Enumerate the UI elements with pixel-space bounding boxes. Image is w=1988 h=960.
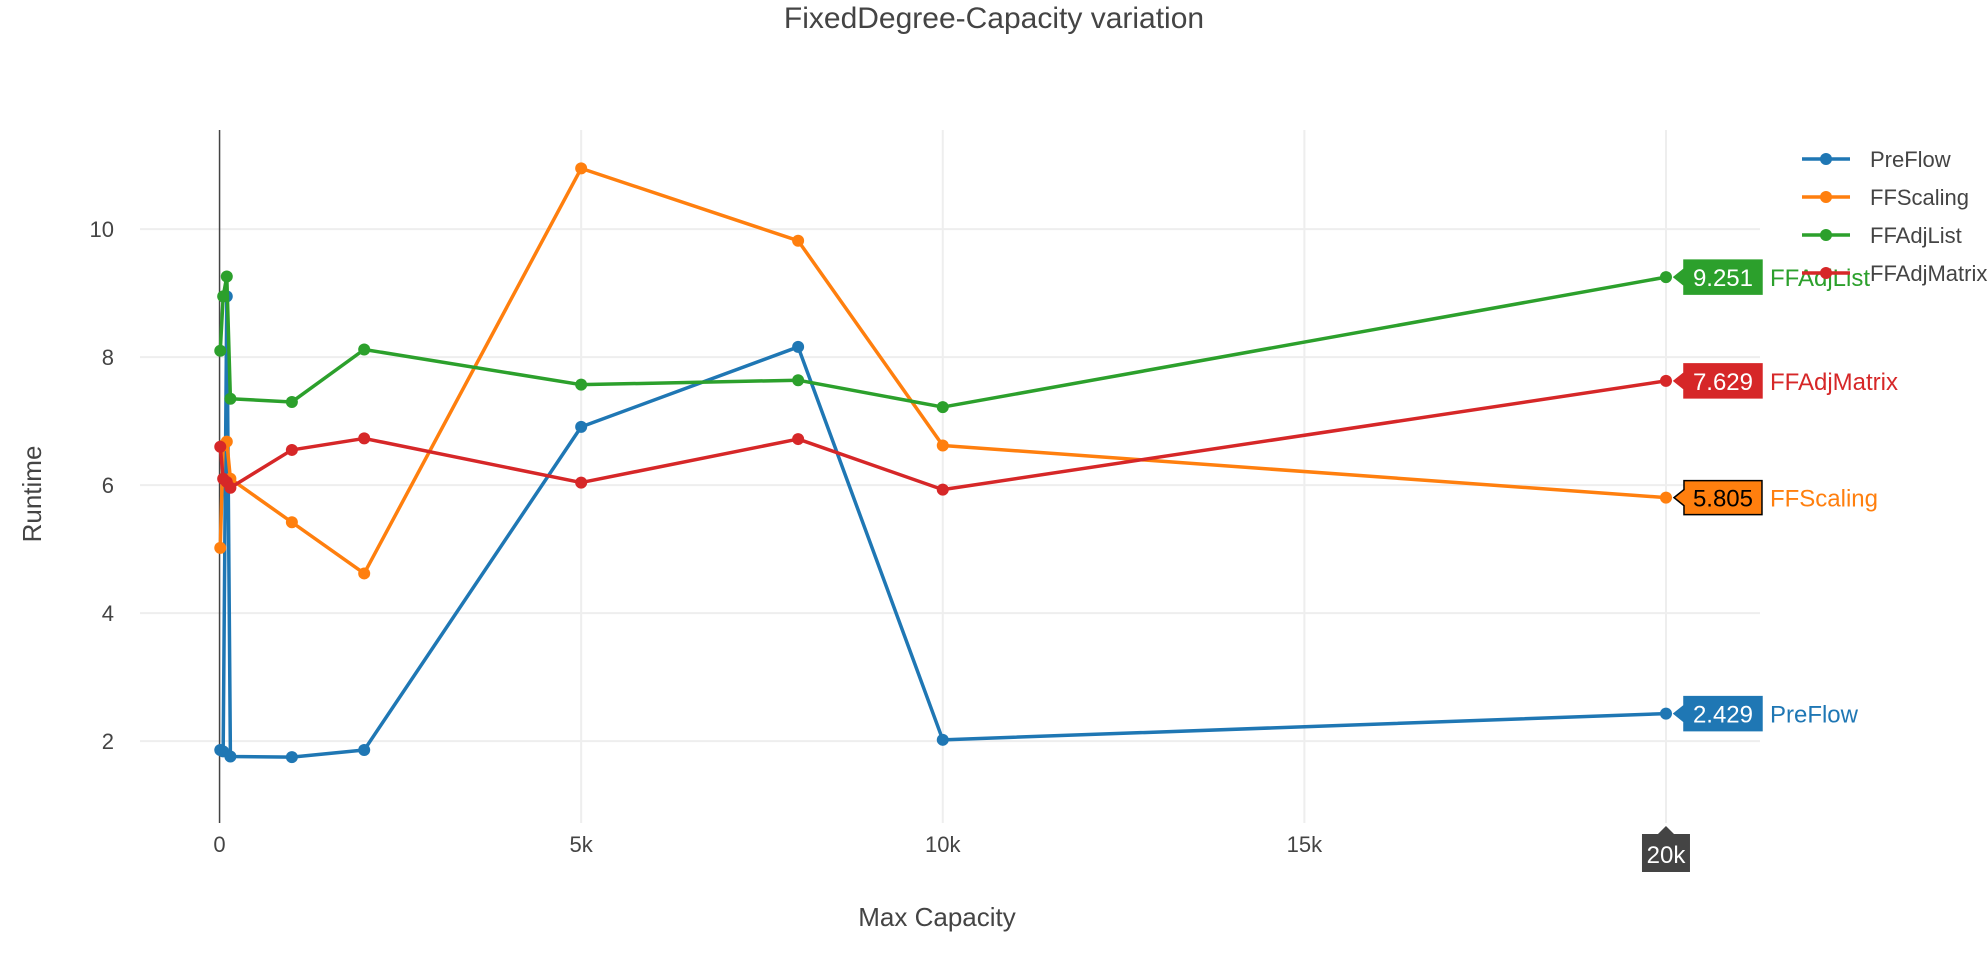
y-tick-label-4: 10 — [90, 217, 114, 242]
data-point-preflow[interactable] — [285, 751, 298, 764]
data-point-ffadjlist[interactable] — [792, 374, 805, 387]
legend-item-ffadjmatrix[interactable]: FFAdjMatrix — [1802, 261, 1987, 286]
hover-box-ffscaling — [1672, 479, 1763, 516]
hover-value-ffscaling: 5.805 — [1693, 486, 1753, 513]
data-point-ffadjlist[interactable] — [224, 392, 237, 405]
data-point-preflow[interactable] — [936, 733, 949, 746]
data-point-ffadjmatrix[interactable] — [224, 481, 237, 494]
data-point-ffscaling[interactable] — [285, 516, 298, 529]
legend-item-ffscaling[interactable]: FFScaling — [1802, 185, 1969, 210]
data-point-ffadjlist[interactable] — [214, 344, 227, 357]
data-point-ffscaling[interactable] — [575, 162, 588, 175]
data-point-ffadjmatrix[interactable] — [792, 433, 805, 446]
legend-label-ffscaling: FFScaling — [1870, 185, 1969, 210]
y-axis-title: Runtime — [17, 446, 47, 543]
data-point-ffadjlist[interactable] — [285, 395, 298, 408]
hover-name-ffscaling: FFScaling — [1770, 486, 1878, 513]
data-point-ffscaling[interactable] — [936, 439, 949, 452]
data-point-preflow[interactable] — [1659, 707, 1672, 720]
axis-ticks: 2 4 6 8 10 0 5k 10k 15k — [90, 217, 1324, 857]
hover-label-ffadjmatrix: 7.629 FFAdjMatrix — [1672, 363, 1898, 399]
data-point-ffadjlist[interactable] — [217, 290, 230, 303]
data-point-ffadjmatrix[interactable] — [358, 432, 371, 445]
hover-value-ffadjlist: 9.251 — [1693, 265, 1753, 292]
data-point-preflow[interactable] — [792, 340, 805, 353]
x-tick-label-2: 10k — [925, 832, 961, 857]
legend-marker-ffadjlist — [1820, 229, 1832, 241]
hover-label-ffadjlist: 9.251 FFAdjList — [1672, 259, 1870, 295]
hover-name-ffadjmatrix: FFAdjMatrix — [1770, 369, 1898, 396]
data-point-preflow[interactable] — [358, 744, 371, 757]
legend-label-preflow: PreFlow — [1870, 147, 1951, 172]
data-point-ffadjmatrix[interactable] — [936, 483, 949, 496]
plot-area — [214, 162, 1672, 764]
hover-x-box — [1641, 826, 1690, 872]
x-tick-label-0: 0 — [213, 832, 225, 857]
legend-marker-preflow — [1820, 153, 1832, 165]
data-point-ffadjlist[interactable] — [1659, 271, 1672, 284]
series-line-ffadjlist — [218, 274, 1667, 409]
hover-label-preflow: 2.429 PreFlow — [1672, 695, 1859, 732]
legend[interactable]: PreFlow FFScaling FFAdjList FFAdjMatrix — [1802, 147, 1987, 286]
y-tick-label-3: 8 — [102, 345, 114, 370]
data-point-ffscaling[interactable] — [214, 541, 227, 554]
legend-marker-ffadjmatrix — [1820, 267, 1832, 279]
legend-item-ffadjlist[interactable]: FFAdjList — [1802, 223, 1962, 248]
hover-label-ffscaling: 5.805 FFScaling — [1672, 479, 1878, 516]
data-point-ffadjlist[interactable] — [936, 401, 949, 414]
data-point-preflow[interactable] — [224, 750, 237, 763]
hover-value-ffadjmatrix: 7.629 — [1693, 369, 1753, 396]
data-point-ffscaling[interactable] — [1659, 491, 1672, 504]
hover-value-preflow: 2.429 — [1693, 702, 1753, 729]
hover-name-ffadjlist: FFAdjList — [1770, 265, 1870, 292]
legend-label-ffadjlist: FFAdjList — [1870, 223, 1962, 248]
hover-box-ffadjmatrix — [1672, 363, 1763, 399]
data-point-ffadjmatrix[interactable] — [285, 443, 298, 456]
data-point-ffadjmatrix[interactable] — [1659, 374, 1672, 387]
x-tick-label-3: 15k — [1287, 832, 1323, 857]
x-axis-title: Max Capacity — [858, 902, 1016, 932]
data-point-preflow[interactable] — [575, 420, 588, 433]
hover-name-preflow: PreFlow — [1770, 702, 1859, 729]
hover-box-ffadjlist — [1672, 259, 1763, 295]
data-point-ffadjmatrix[interactable] — [214, 440, 227, 453]
y-tick-label-1: 4 — [102, 601, 114, 626]
chart-title: FixedDegree-Capacity variation — [784, 2, 1204, 35]
hover-labels: 2.429 PreFlow 5.805 FFScaling 9.251 FFAdjList… — [1641, 259, 1898, 872]
legend-label-ffadjmatrix: FFAdjMatrix — [1870, 261, 1987, 286]
legend-item-preflow[interactable]: PreFlow — [1802, 147, 1951, 172]
series-line-preflow — [219, 294, 1667, 759]
hover-x-label: 20k — [1641, 826, 1690, 872]
legend-marker-ffscaling — [1820, 191, 1832, 203]
hover-box-preflow — [1672, 695, 1763, 732]
data-point-ffadjlist[interactable] — [575, 378, 588, 391]
hover-x-value: 20k — [1647, 842, 1687, 869]
data-point-ffscaling[interactable] — [792, 234, 805, 247]
x-tick-label-1: 5k — [570, 832, 594, 857]
data-point-ffadjlist[interactable] — [358, 343, 371, 356]
data-point-ffscaling[interactable] — [358, 567, 371, 580]
y-tick-label-0: 2 — [102, 729, 114, 754]
data-point-ffadjmatrix[interactable] — [575, 476, 588, 489]
y-tick-label-2: 6 — [102, 473, 114, 498]
data-point-ffadjlist[interactable] — [220, 270, 233, 283]
